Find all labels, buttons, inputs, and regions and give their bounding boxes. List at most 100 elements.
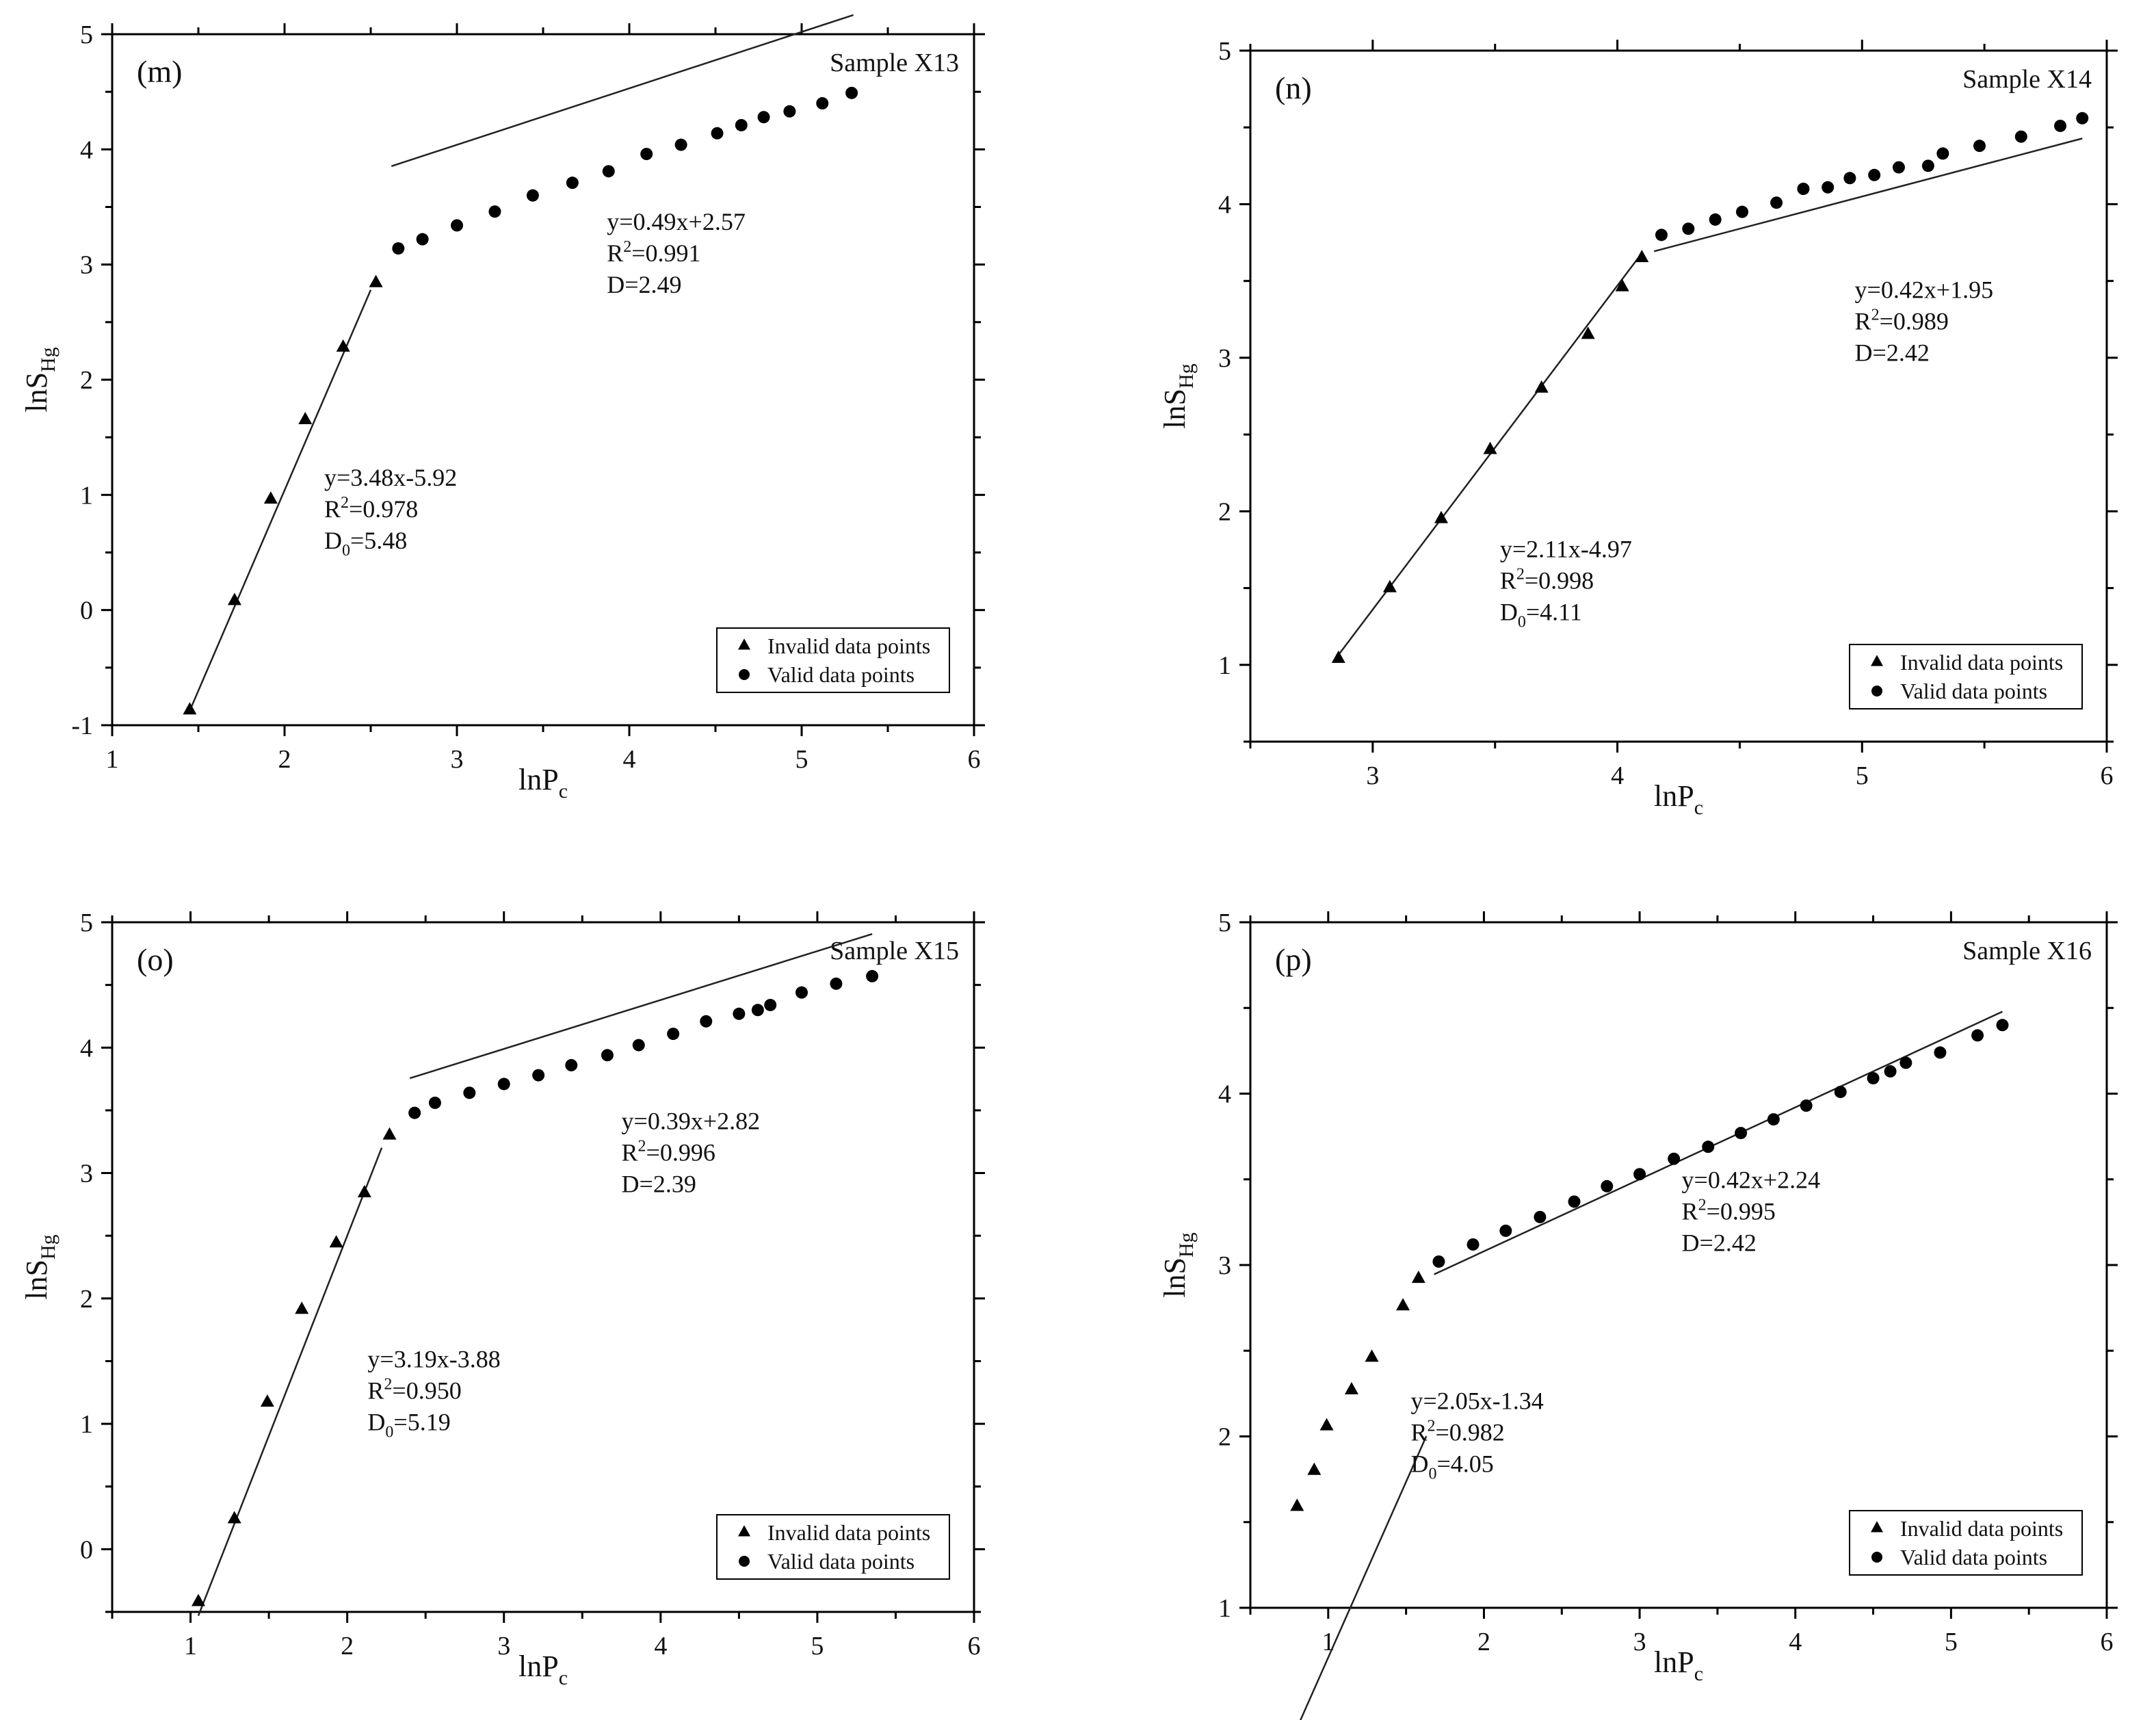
x-tick-label: 4: [623, 745, 636, 774]
y-axis-title: lnSHg: [20, 347, 60, 412]
legend-entry: Invalid data points: [767, 1520, 930, 1545]
x-tick-label: 6: [968, 745, 981, 774]
panel-letter: (n): [1275, 70, 1312, 105]
fit-r-squared: R2=0.982: [1410, 1417, 1504, 1446]
r-squared-value: =0.998: [1525, 567, 1594, 595]
fit-dimension: D0=4.05: [1410, 1450, 1493, 1483]
r-squared-value: =0.989: [1880, 307, 1949, 335]
x-tick-label: 5: [796, 745, 808, 774]
r-squared-exponent: 2: [1516, 566, 1525, 584]
r-squared-prefix: R: [367, 1377, 384, 1405]
plot-frame: [111, 921, 975, 1613]
fit-r-squared: R2=0.991: [607, 238, 700, 267]
valid-data-point: [565, 1058, 578, 1071]
r-squared-prefix: R: [324, 495, 341, 523]
valid-data-point: [1834, 1085, 1847, 1098]
valid-data-point: [1892, 161, 1905, 174]
x-axis-title-main: lnP: [518, 1650, 559, 1683]
y-axis-title: lnSHg: [20, 1234, 60, 1299]
valid-data-point: [1867, 1071, 1880, 1084]
fit-line: [197, 1147, 383, 1617]
y-tick-label: 3: [1218, 1251, 1231, 1280]
fit-r-squared: R2=0.996: [622, 1137, 715, 1166]
r-squared-value: =0.991: [631, 239, 700, 267]
valid-data-point: [1843, 172, 1856, 185]
y-tick-label: 2: [1218, 497, 1231, 526]
legend-circle-icon: [1871, 686, 1882, 696]
legend-circle-icon: [739, 669, 750, 680]
y-tick-label: 5: [80, 909, 93, 937]
legend-triangle-icon: [1871, 1521, 1883, 1533]
invalid-data-point: [1635, 250, 1649, 263]
y-axis-title-main: lnS: [20, 1260, 53, 1300]
plot-frame: [1249, 49, 2108, 743]
valid-data-point: [1633, 1168, 1646, 1181]
dimension-prefix: D: [607, 271, 625, 298]
legend-triangle-icon: [738, 1525, 750, 1537]
plot-frame: [111, 33, 975, 727]
valid-data-point: [866, 969, 879, 982]
x-tick-label: 2: [1477, 1628, 1490, 1656]
valid-data-point: [1668, 1152, 1681, 1165]
invalid-data-point: [1290, 1498, 1304, 1511]
dimension-prefix: D: [622, 1170, 640, 1197]
sample-name: Sample X16: [1962, 937, 2092, 965]
dimension-value: =2.39: [640, 1170, 696, 1197]
valid-data-point: [1868, 168, 1881, 181]
valid-data-point: [1996, 1019, 2009, 1032]
legend-circle-icon: [1871, 1552, 1882, 1563]
valid-data-point: [1921, 159, 1934, 172]
r-squared-prefix: R: [607, 239, 623, 267]
valid-data-point: [1432, 1255, 1445, 1268]
valid-data-point: [1822, 181, 1835, 194]
valid-data-point: [488, 205, 501, 218]
panel-1: 1 2 3 4 5 6 -1 0 1 2 3 4 5 lnPc lnSHg (m) Sample X13 y=3.…: [20, 14, 985, 803]
panel-4: 1 2 3 4 5 6 1 2 3 4 5 lnPc lnSHg (p) Sample X16 y=2.05x…: [1158, 909, 2118, 1720]
invalid-data-point: [382, 1127, 397, 1140]
valid-data-point: [816, 97, 829, 109]
fit-r-squared: R2=0.995: [1682, 1196, 1776, 1225]
x-axis-title-sub: c: [1694, 796, 1703, 819]
dimension-prefix: D: [1500, 599, 1518, 626]
r-squared-exponent: 2: [1871, 306, 1880, 324]
y-axis-title-sub: Hg: [37, 347, 60, 372]
panel-letter: (p): [1275, 942, 1312, 977]
r-squared-prefix: R: [1410, 1418, 1427, 1446]
x-axis-title: lnPc: [1654, 1645, 1703, 1685]
x-tick-label: 6: [2101, 761, 2114, 790]
fit-line: [391, 14, 854, 168]
fit-line: [1434, 1011, 2003, 1275]
x-tick-label: 1: [106, 745, 119, 774]
y-tick-label: 1: [1218, 651, 1231, 680]
valid-data-point: [602, 165, 615, 178]
x-tick-label: 3: [451, 745, 464, 774]
valid-data-point: [526, 189, 539, 202]
x-axis-title-sub: c: [1694, 1663, 1703, 1685]
r-squared-value: =0.950: [392, 1377, 461, 1405]
valid-data-point: [733, 1007, 746, 1020]
dimension-prefix: D: [1855, 339, 1873, 366]
x-tick-label: 3: [497, 1632, 510, 1660]
valid-data-point: [1499, 1224, 1512, 1237]
invalid-data-point: [369, 274, 383, 287]
y-tick-label: 0: [80, 597, 93, 625]
x-axis-title-main: lnP: [1654, 1645, 1694, 1679]
invalid-data-point: [1483, 441, 1497, 454]
valid-data-point: [2054, 119, 2067, 132]
dimension-subscript: 0: [1518, 614, 1526, 631]
y-tick-label: 4: [1218, 1080, 1231, 1109]
valid-data-point: [1767, 1113, 1780, 1126]
valid-data-point: [757, 111, 770, 124]
x-axis-title-sub: c: [559, 1667, 568, 1689]
legend-box: [1849, 1510, 2083, 1576]
invalid-data-point: [227, 1511, 241, 1524]
invalid-data-point: [1344, 1381, 1358, 1394]
legend-box: [716, 627, 950, 693]
valid-data-point: [632, 1039, 645, 1052]
r-squared-value: =0.978: [349, 495, 418, 523]
legend-triangle-icon: [738, 638, 750, 650]
y-axis-title-main: lnS: [1158, 389, 1192, 429]
invalid-data-point: [263, 491, 278, 504]
x-axis-title: lnPc: [1654, 779, 1703, 819]
